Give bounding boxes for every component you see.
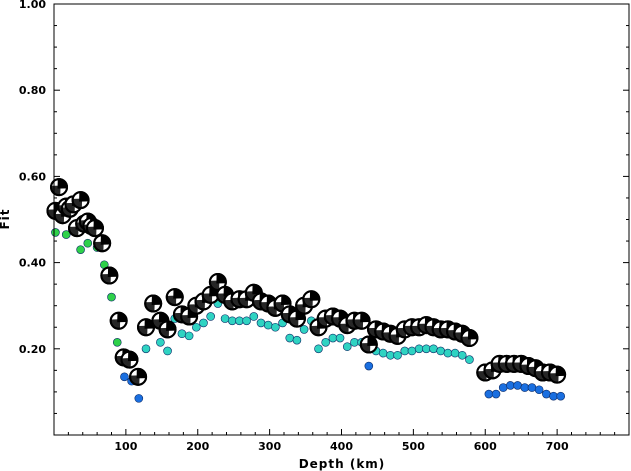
- data-point-dot: [299, 325, 309, 334]
- focal-mechanism-series: [46, 178, 567, 386]
- x-tick-label: 400: [330, 440, 353, 453]
- data-point-dot: [163, 346, 172, 356]
- focal-mechanism-marker: [158, 320, 177, 339]
- data-point-dot: [156, 338, 165, 347]
- data-point-dot: [328, 333, 338, 343]
- y-tick-label: 0.20: [19, 343, 46, 356]
- data-point-dot: [386, 350, 395, 360]
- data-point-dot: [263, 320, 273, 330]
- focal-mechanism-marker: [302, 290, 321, 309]
- data-point-dot: [141, 344, 151, 354]
- data-point-dot: [256, 318, 266, 328]
- data-point-dot: [414, 344, 424, 354]
- x-tick-label: 600: [474, 440, 497, 453]
- data-point-dot: [321, 338, 330, 347]
- data-point-dot: [192, 322, 201, 332]
- data-point-dot: [285, 333, 295, 343]
- data-point-dot: [199, 318, 208, 328]
- data-point-dot: [177, 329, 187, 339]
- focal-mechanism-marker: [50, 178, 69, 197]
- focal-mechanism-marker: [460, 329, 479, 348]
- focal-mechanism-marker: [109, 311, 128, 330]
- data-point-dot: [506, 381, 515, 390]
- data-point-dot: [393, 350, 402, 360]
- data-point-dot: [134, 394, 144, 403]
- data-point-dot: [465, 355, 474, 364]
- data-point-dot: [378, 348, 388, 358]
- data-point-dot: [120, 372, 129, 382]
- focal-mechanism-marker: [137, 318, 155, 337]
- data-point-dot: [107, 292, 116, 302]
- data-point-dot: [513, 381, 522, 390]
- focal-mechanism-marker: [100, 266, 119, 285]
- data-point-dot: [242, 316, 251, 326]
- y-tick-label: 0.40: [19, 257, 46, 270]
- x-tick-label: 300: [258, 440, 281, 453]
- data-point-dot: [342, 342, 352, 351]
- focal-mechanism-marker: [129, 367, 148, 386]
- data-point-dot: [350, 338, 359, 347]
- data-point-dot: [112, 338, 122, 347]
- y-axis: 0.20 0.40 0.60 0.80 1.00: [19, 0, 629, 414]
- focal-mechanism-marker: [359, 335, 378, 354]
- data-point-dot: [249, 312, 259, 321]
- data-point-dot: [364, 361, 374, 371]
- data-point-dot: [400, 346, 410, 356]
- focal-mechanism-marker: [85, 219, 104, 238]
- x-tick-label: 500: [402, 440, 425, 453]
- data-point-dot: [534, 385, 544, 395]
- data-point-dot: [422, 344, 431, 354]
- data-point-dot: [220, 314, 230, 323]
- y-axis-label: Fit: [0, 208, 12, 229]
- data-point-dot: [520, 383, 530, 392]
- x-tick-label: 100: [114, 440, 137, 453]
- focal-mechanism-marker: [144, 294, 163, 313]
- data-point-dot: [335, 333, 345, 343]
- data-point-dot: [235, 316, 244, 326]
- focal-mechanism-marker: [120, 350, 139, 369]
- data-point-dot: [556, 391, 566, 401]
- y-tick-label: 1.00: [19, 0, 46, 11]
- y-tick-label: 0.60: [19, 170, 46, 183]
- data-point-dot: [491, 389, 501, 399]
- data-point-dot: [443, 348, 453, 358]
- data-point-dot: [527, 383, 537, 392]
- data-point-dot: [429, 344, 438, 354]
- data-point-dot: [457, 350, 467, 360]
- x-axis-label: Depth (km): [299, 457, 386, 471]
- x-tick-label: 200: [186, 440, 209, 453]
- x-tick-label: 700: [546, 440, 569, 453]
- data-point-dot: [292, 335, 302, 345]
- data-point-dot: [498, 383, 508, 392]
- focal-mechanism-marker: [71, 191, 90, 210]
- focal-mechanism-marker: [93, 234, 112, 253]
- data-point-dot: [227, 316, 237, 326]
- data-point-dot: [184, 331, 194, 341]
- x-axis: 100 200 300 400 500 600 700: [67, 429, 616, 453]
- data-point-dot: [549, 391, 558, 401]
- focal-mechanism-marker: [548, 365, 567, 384]
- data-point-dot: [83, 238, 93, 248]
- data-point-dot: [51, 228, 60, 237]
- data-point-dot: [542, 389, 551, 399]
- data-point-dot: [484, 389, 494, 399]
- focal-mechanism-marker: [352, 311, 371, 330]
- data-point-dot: [450, 348, 460, 358]
- focal-mechanism-marker: [165, 288, 184, 307]
- data-point-dot: [314, 344, 323, 354]
- data-point-dot: [436, 346, 445, 356]
- data-point-dot: [61, 230, 71, 239]
- data-point-dot: [206, 312, 215, 321]
- data-point-dot: [407, 346, 417, 356]
- data-point-dot: [76, 245, 85, 254]
- data-point-dot: [271, 322, 280, 332]
- y-tick-label: 0.80: [19, 84, 46, 97]
